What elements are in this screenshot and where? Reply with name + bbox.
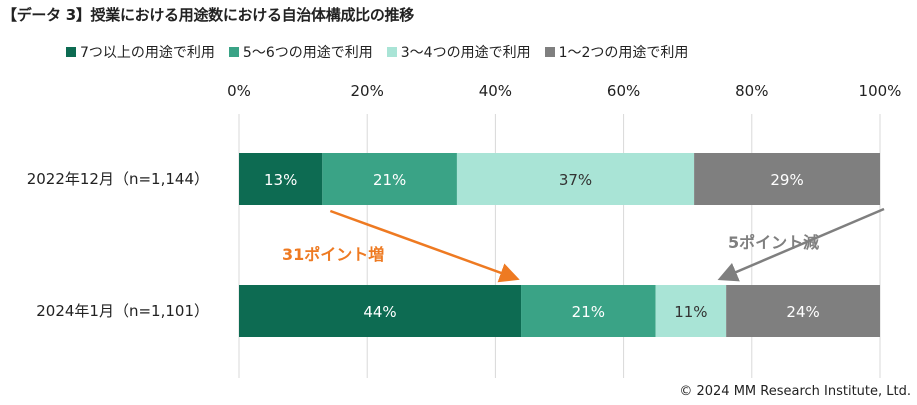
bar-segment-1-2 [655, 285, 727, 337]
data-label-0-2: 37% [559, 171, 592, 189]
legend-swatch-1 [228, 47, 239, 57]
data-label-0-1: 21% [373, 171, 406, 189]
bar-segment-0-0 [239, 153, 323, 205]
legend-item-3: 1〜2つの用途で利用 [544, 42, 689, 62]
data-label-0-0: 13% [264, 171, 297, 189]
category-label-0: 2022年12月（n=1,144） [27, 170, 209, 188]
legend: 7つ以上の用途で利用 5〜6つの用途で利用 3〜4つの用途で利用 1〜2つの用途で利用 [66, 42, 688, 62]
legend-item-1: 5〜6つの用途で利用 [228, 42, 373, 62]
annotation-arrow-0 [329, 209, 520, 283]
legend-item-0: 7つ以上の用途で利用 [66, 42, 215, 62]
bar-segment-1-1 [521, 285, 656, 337]
legend-swatch-0 [66, 47, 76, 57]
legend-swatch-2 [386, 47, 397, 57]
data-label-1-1: 21% [572, 303, 605, 321]
copyright-notice: © 2024 MM Research Institute, Ltd. [679, 384, 911, 399]
legend-label-0: 7つ以上の用途で利用 [80, 45, 215, 61]
tick-label-2: 40% [479, 82, 512, 100]
bar-segment-0-3 [694, 153, 880, 205]
legend-label-1: 5〜6つの用途で利用 [242, 45, 373, 61]
legend-label-2: 3〜4つの用途で利用 [400, 45, 531, 61]
legend-label-3: 1〜2つの用途で利用 [558, 45, 689, 61]
tick-label-5: 100% [859, 82, 902, 100]
annotation-label-0: 31ポイント増 [282, 245, 384, 264]
data-label-1-0: 44% [363, 303, 396, 321]
tick-label-1: 20% [351, 82, 384, 100]
category-label-1: 2024年1月（n=1,101） [36, 302, 209, 320]
tick-label-4: 80% [735, 82, 768, 100]
annotation-arrow-1 [717, 207, 885, 282]
data-label-1-3: 24% [786, 303, 819, 321]
legend-item-2: 3〜4つの用途で利用 [386, 42, 531, 62]
data-label-1-2: 11% [674, 303, 707, 321]
tick-label-3: 60% [607, 82, 640, 100]
legend-swatch-3 [544, 47, 555, 57]
chart-title: 【データ 3】授業における用途数における自治体構成比の推移 [2, 6, 414, 24]
bar-segment-0-1 [322, 153, 457, 205]
tick-label-0: 0% [227, 82, 251, 100]
bar-segment-0-2 [456, 153, 695, 205]
data-label-0-3: 29% [770, 171, 803, 189]
bar-segment-1-3 [726, 285, 880, 337]
annotation-label-1: 5ポイント減 [728, 233, 819, 252]
bar-segment-1-0 [239, 285, 522, 337]
